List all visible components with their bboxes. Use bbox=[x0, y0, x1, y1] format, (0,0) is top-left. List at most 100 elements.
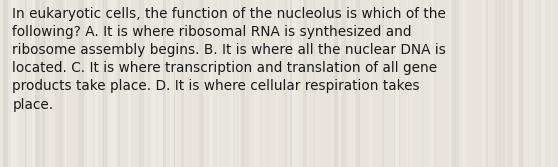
Bar bbox=[464, 0, 466, 167]
Bar bbox=[174, 0, 175, 167]
Bar bbox=[68, 0, 71, 167]
Bar bbox=[36, 0, 40, 167]
Bar bbox=[356, 0, 360, 167]
Bar bbox=[341, 0, 346, 167]
Bar bbox=[254, 0, 260, 167]
Bar bbox=[305, 0, 307, 167]
Bar bbox=[507, 0, 511, 167]
Bar bbox=[111, 0, 117, 167]
Bar bbox=[79, 0, 84, 167]
Bar bbox=[382, 0, 383, 167]
Bar bbox=[330, 0, 336, 167]
Bar bbox=[276, 0, 278, 167]
Bar bbox=[104, 0, 105, 167]
Bar bbox=[430, 0, 435, 167]
Bar bbox=[12, 0, 17, 167]
Bar bbox=[432, 0, 437, 167]
Bar bbox=[335, 0, 338, 167]
Bar bbox=[181, 0, 184, 167]
Bar bbox=[431, 0, 433, 167]
Bar bbox=[163, 0, 166, 167]
Bar bbox=[276, 0, 278, 167]
Bar bbox=[25, 0, 28, 167]
Bar bbox=[407, 0, 411, 167]
Bar bbox=[482, 0, 484, 167]
Bar bbox=[334, 0, 338, 167]
Bar bbox=[301, 0, 305, 167]
Bar bbox=[3, 0, 8, 167]
Bar bbox=[334, 0, 339, 167]
Bar bbox=[95, 0, 98, 167]
Bar bbox=[19, 0, 21, 167]
Bar bbox=[438, 0, 440, 167]
Bar bbox=[395, 0, 400, 167]
Bar bbox=[398, 0, 399, 167]
Bar bbox=[181, 0, 184, 167]
Bar bbox=[42, 0, 44, 167]
Bar bbox=[370, 0, 371, 167]
Bar bbox=[519, 0, 523, 167]
Bar bbox=[229, 0, 233, 167]
Bar bbox=[55, 0, 60, 167]
Bar bbox=[293, 0, 298, 167]
Bar bbox=[170, 0, 174, 167]
Bar bbox=[67, 0, 71, 167]
Bar bbox=[407, 0, 408, 167]
Bar bbox=[65, 0, 68, 167]
Bar bbox=[239, 0, 240, 167]
Bar bbox=[422, 0, 424, 167]
Bar bbox=[486, 0, 488, 167]
Bar bbox=[109, 0, 112, 167]
Bar bbox=[217, 0, 219, 167]
Bar bbox=[313, 0, 315, 167]
Bar bbox=[175, 0, 181, 167]
Bar bbox=[449, 0, 453, 167]
Bar bbox=[60, 0, 63, 167]
Bar bbox=[551, 0, 552, 167]
Bar bbox=[87, 0, 89, 167]
Bar bbox=[514, 0, 518, 167]
Bar bbox=[541, 0, 545, 167]
Bar bbox=[425, 0, 428, 167]
Bar bbox=[395, 0, 399, 167]
Bar bbox=[498, 0, 501, 167]
Bar bbox=[209, 0, 213, 167]
Bar bbox=[87, 0, 90, 167]
Bar bbox=[43, 0, 45, 167]
Bar bbox=[32, 0, 38, 167]
Bar bbox=[78, 0, 84, 167]
Bar bbox=[185, 0, 186, 167]
Bar bbox=[287, 0, 292, 167]
Bar bbox=[263, 0, 265, 167]
Bar bbox=[531, 0, 535, 167]
Bar bbox=[162, 0, 167, 167]
Bar bbox=[151, 0, 156, 167]
Bar bbox=[284, 0, 290, 167]
Bar bbox=[90, 0, 93, 167]
Bar bbox=[495, 0, 501, 167]
Bar bbox=[408, 0, 410, 167]
Bar bbox=[451, 0, 455, 167]
Bar bbox=[103, 0, 107, 167]
Bar bbox=[292, 0, 296, 167]
Bar bbox=[348, 0, 353, 167]
Bar bbox=[112, 0, 114, 167]
Bar bbox=[41, 0, 45, 167]
Bar bbox=[200, 0, 204, 167]
Bar bbox=[246, 0, 248, 167]
Bar bbox=[102, 0, 107, 167]
Bar bbox=[339, 0, 341, 167]
Bar bbox=[290, 0, 292, 167]
Bar bbox=[118, 0, 120, 167]
Bar bbox=[199, 0, 203, 167]
Text: In eukaryotic cells, the function of the nucleolus is which of the
following? A.: In eukaryotic cells, the function of the… bbox=[12, 7, 446, 112]
Bar bbox=[204, 0, 205, 167]
Bar bbox=[524, 0, 528, 167]
Bar bbox=[499, 0, 505, 167]
Bar bbox=[139, 0, 145, 167]
Bar bbox=[530, 0, 531, 167]
Bar bbox=[157, 0, 162, 167]
Bar bbox=[49, 0, 52, 167]
Bar bbox=[541, 0, 542, 167]
Bar bbox=[353, 0, 359, 167]
